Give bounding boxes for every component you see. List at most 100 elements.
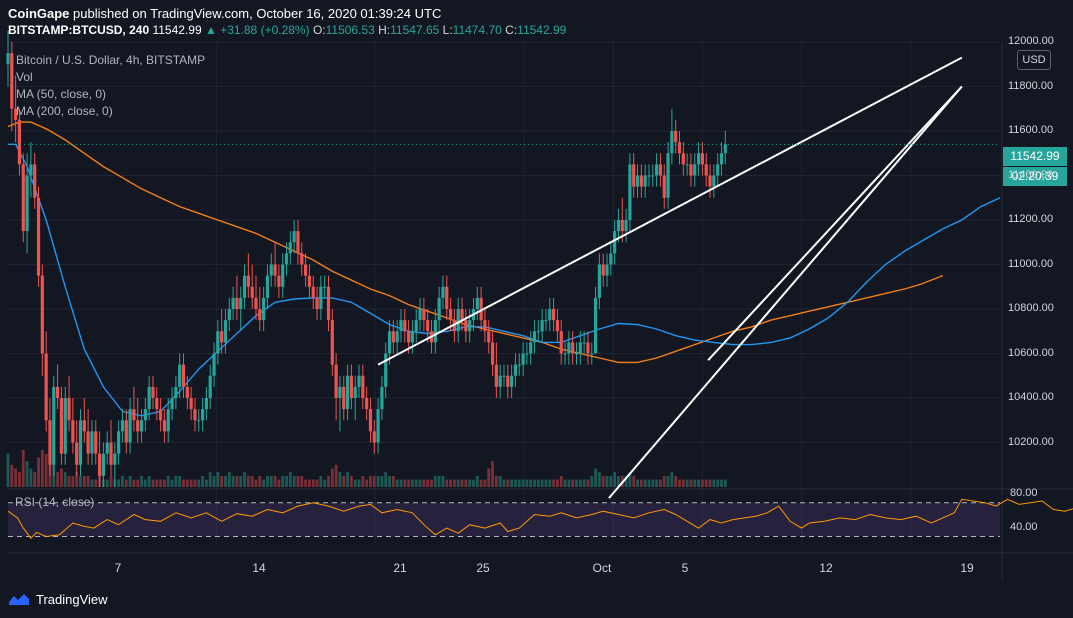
volume-bar bbox=[636, 479, 639, 487]
candle-body bbox=[456, 309, 460, 332]
candle-body bbox=[338, 386, 342, 398]
volume-bar bbox=[460, 479, 464, 487]
volume-bar bbox=[33, 472, 37, 487]
candle-body bbox=[670, 131, 674, 154]
candle-body bbox=[613, 231, 617, 254]
volume-bar bbox=[422, 479, 426, 487]
candle-body bbox=[448, 309, 453, 321]
candle-body bbox=[368, 409, 373, 432]
volume-bar bbox=[330, 468, 334, 487]
volume-bar bbox=[273, 475, 277, 487]
volume-bar bbox=[571, 479, 575, 487]
candle-body bbox=[452, 320, 456, 332]
candle-body bbox=[239, 297, 243, 309]
candle-body bbox=[21, 164, 25, 232]
candle-body bbox=[216, 331, 220, 354]
candle-body bbox=[120, 420, 125, 432]
volume-bar bbox=[712, 479, 716, 487]
x-tick-label: 7 bbox=[114, 561, 122, 575]
volume-bar bbox=[575, 479, 578, 487]
candle-body bbox=[296, 231, 300, 254]
candle-body bbox=[349, 375, 353, 398]
candle-body bbox=[372, 431, 376, 443]
volume-bar bbox=[685, 479, 689, 487]
trendline-wedge-lower bbox=[608, 85, 963, 499]
candle-body bbox=[536, 331, 540, 333]
volume-bar bbox=[529, 479, 533, 487]
current-price-tag: 11542.99 bbox=[1003, 147, 1067, 166]
volume-bar bbox=[37, 457, 40, 487]
legend-vol: Vol bbox=[16, 70, 33, 84]
candle-body bbox=[517, 364, 521, 366]
volume-bar bbox=[304, 479, 307, 487]
candle-body bbox=[204, 398, 208, 410]
volume-bar bbox=[75, 472, 79, 487]
candle-body bbox=[124, 420, 128, 443]
candle-body bbox=[399, 320, 403, 332]
volume-bar bbox=[426, 479, 430, 487]
candle-body bbox=[311, 286, 315, 298]
x-tick-label: 14 bbox=[252, 561, 266, 575]
currency-button[interactable]: USD bbox=[1017, 50, 1051, 70]
candle-body bbox=[548, 309, 552, 321]
candle-body bbox=[262, 297, 266, 321]
candle-body bbox=[658, 164, 663, 176]
volume-bar bbox=[235, 475, 239, 487]
volume-bar bbox=[666, 475, 670, 487]
volume-bar bbox=[10, 464, 14, 487]
volume-bar bbox=[567, 479, 571, 487]
candle-body bbox=[689, 164, 693, 176]
candle-body bbox=[6, 53, 10, 65]
candle-body bbox=[483, 320, 487, 332]
volume-bar bbox=[559, 475, 563, 487]
volume-bar bbox=[269, 475, 273, 487]
volume-bar bbox=[346, 472, 349, 487]
candle-body bbox=[128, 409, 132, 443]
volume-bar bbox=[430, 479, 433, 487]
candle-body bbox=[590, 353, 594, 355]
volume-bar bbox=[483, 479, 487, 487]
candle-body bbox=[407, 331, 411, 343]
volume-bar bbox=[197, 479, 201, 487]
tradingview-brand[interactable]: TradingView bbox=[8, 589, 108, 609]
volume-bar bbox=[338, 472, 342, 487]
candle-body bbox=[94, 431, 98, 454]
volume-bar bbox=[418, 479, 422, 487]
volume-bar bbox=[628, 472, 632, 487]
legend-ma50: MA (50, close, 0) bbox=[16, 87, 107, 101]
candle-body bbox=[708, 175, 712, 187]
volume-bar bbox=[708, 479, 712, 487]
publish-info: CoinGape published on TradingView.com, O… bbox=[8, 6, 442, 21]
candle-body bbox=[719, 153, 724, 165]
volume-bar bbox=[296, 475, 300, 487]
candle-body bbox=[704, 164, 708, 176]
volume-bar bbox=[29, 468, 33, 487]
volume-bar bbox=[388, 475, 391, 487]
volume-bar bbox=[449, 479, 452, 487]
volume-bar bbox=[25, 461, 29, 487]
candle-body bbox=[723, 144, 727, 154]
candle-body bbox=[418, 309, 422, 321]
y-tick-label: 10200.00 bbox=[1008, 435, 1054, 448]
volume-bar bbox=[697, 479, 700, 487]
candle-body bbox=[624, 220, 628, 232]
volume-bar bbox=[185, 479, 189, 487]
candle-body bbox=[342, 386, 346, 410]
candle-body bbox=[71, 420, 75, 443]
candle-body bbox=[29, 164, 33, 176]
candle-body bbox=[468, 320, 472, 332]
candle-body bbox=[284, 253, 289, 265]
volume-bar bbox=[212, 475, 216, 487]
candle-body bbox=[513, 364, 518, 376]
candle-body bbox=[258, 309, 262, 321]
candle-body bbox=[662, 175, 666, 198]
candle-body bbox=[426, 320, 430, 332]
volume-bar bbox=[151, 479, 155, 487]
candle-body bbox=[647, 175, 651, 177]
volume-bar bbox=[79, 475, 82, 487]
volume-bar bbox=[590, 475, 594, 487]
volume-bar bbox=[231, 475, 235, 487]
candle-body bbox=[593, 297, 598, 354]
volume-bar bbox=[40, 450, 44, 487]
